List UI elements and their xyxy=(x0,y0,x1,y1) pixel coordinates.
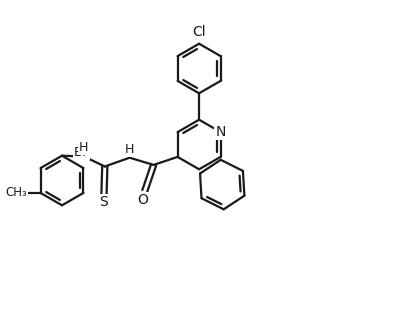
Text: Br: Br xyxy=(74,146,89,159)
Text: O: O xyxy=(137,193,148,207)
Text: CH₃: CH₃ xyxy=(6,187,27,199)
Text: H: H xyxy=(125,143,134,156)
Text: Cl: Cl xyxy=(192,25,206,39)
Text: N: N xyxy=(215,125,226,139)
Text: H: H xyxy=(78,141,88,154)
Text: S: S xyxy=(100,196,108,209)
